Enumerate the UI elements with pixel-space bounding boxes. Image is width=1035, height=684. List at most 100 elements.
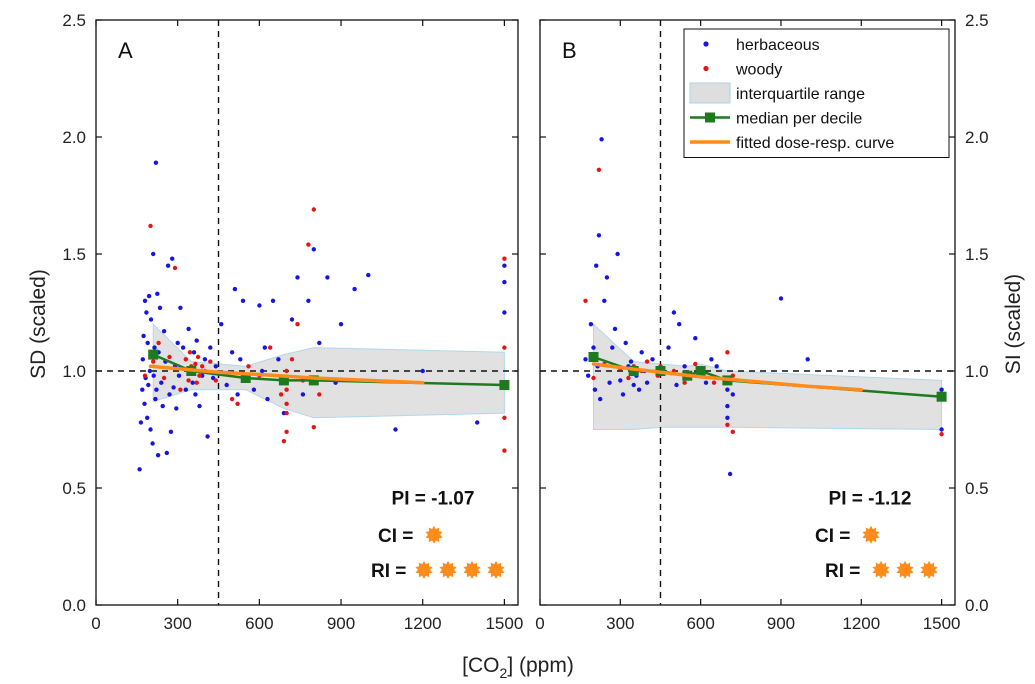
ri-star-icon	[896, 560, 914, 579]
herbaceous-point	[939, 387, 944, 392]
ri-star-icon	[463, 560, 481, 579]
x-tick-label: 900	[767, 614, 795, 633]
herbaceous-point	[677, 322, 682, 327]
legend-label: woody	[735, 62, 782, 79]
herbaceous-point	[140, 357, 145, 362]
herbaceous-point	[276, 357, 281, 362]
legend: herbaceous woody interquartile range median…	[683, 28, 950, 158]
herbaceous-point	[289, 317, 295, 322]
herbaceous-point	[599, 137, 604, 142]
herbaceous-point	[183, 387, 188, 392]
median-marker	[308, 375, 319, 386]
herbaceous-point	[682, 364, 687, 369]
woody-point	[197, 373, 202, 378]
woody-point	[235, 401, 240, 406]
woody-point	[278, 392, 284, 397]
median-marker	[148, 349, 159, 360]
median-marker	[628, 366, 639, 376]
herbaceous-point	[306, 298, 311, 303]
herbaceous-point	[167, 392, 172, 397]
herbaceous-point	[178, 305, 183, 310]
herbaceous-point	[161, 329, 167, 334]
herbaceous-point	[778, 296, 784, 301]
herbaceous-point	[150, 441, 155, 446]
legend-dot	[703, 65, 709, 72]
herbaceous-point	[147, 368, 153, 374]
woody-point	[306, 242, 311, 247]
pi-value-a: PI = -1.07	[392, 488, 475, 509]
herbaceous-point	[725, 403, 730, 409]
median-marker	[695, 366, 706, 376]
herbaceous-point	[153, 160, 159, 165]
woody-point	[281, 439, 287, 444]
woody-point	[213, 378, 218, 383]
woody-point	[284, 429, 289, 434]
woody-point	[284, 387, 289, 392]
woody-point	[167, 354, 172, 360]
herbaceous-point	[730, 392, 735, 397]
fit-curve-b	[591, 362, 864, 392]
herbaceous-point	[191, 350, 197, 355]
herbaceous-point	[703, 380, 709, 385]
x-tick-label: 600	[686, 614, 714, 633]
herbaceous-point	[153, 396, 158, 402]
ri-label-a: RI =	[371, 561, 406, 582]
median-marker	[240, 373, 251, 383]
y-tick-label: 0.5	[62, 479, 86, 498]
woody-point	[583, 298, 588, 303]
woody-point	[186, 378, 191, 383]
ci-label-b: CI =	[815, 526, 850, 547]
herbaceous-point	[190, 380, 195, 385]
legend-symbol	[703, 41, 709, 47]
herbaceous-point	[171, 385, 176, 390]
woody-point	[161, 375, 167, 381]
herbaceous-point	[142, 298, 148, 303]
herbaceous-point	[175, 340, 180, 346]
y-tick-label: 2.0	[965, 128, 989, 147]
woody-point	[193, 361, 198, 367]
herbaceous-point	[259, 368, 265, 374]
woody-point	[725, 350, 730, 355]
herbaceous-point	[251, 387, 257, 392]
legend-dot	[703, 41, 709, 47]
median-marker	[499, 380, 510, 390]
herbaceous-point	[238, 357, 243, 362]
herbaceous-point	[502, 279, 507, 285]
herbaceous-point	[194, 338, 199, 343]
herbaceous-point	[607, 380, 612, 385]
woody-point	[711, 380, 717, 385]
herbaceous-point	[165, 263, 171, 268]
woody-point	[725, 422, 730, 427]
legend-symbol	[689, 82, 731, 104]
herbaceous-point	[164, 450, 169, 456]
x-tick-label: 600	[245, 614, 273, 633]
herbaceous-point	[148, 427, 153, 432]
herbaceous-point	[257, 303, 262, 308]
herbaceous-point	[502, 263, 507, 268]
woody-point	[195, 354, 201, 360]
herbaceous-point	[140, 387, 145, 392]
x-axis-title-main: [CO	[462, 654, 499, 677]
herbaceous-point	[295, 275, 300, 280]
herbaceous-point	[615, 251, 620, 257]
woody-point	[311, 425, 316, 430]
herbaceous-point	[155, 291, 160, 296]
herbaceous-point	[300, 392, 306, 397]
woody-point	[268, 345, 273, 350]
y-tick-label: 0.5	[965, 479, 989, 498]
herbaceous-point	[141, 333, 146, 339]
woody-point	[200, 364, 205, 369]
panel-a: 0 300 600 900 1200 1500 0.0 0.5 1.0 1.5 2.0 2.5 A PI …	[62, 11, 523, 633]
herbaceous-point	[159, 380, 164, 385]
herbaceous-point	[592, 387, 598, 392]
x-tick-label: 300	[606, 614, 634, 633]
legend-symbol	[703, 65, 709, 72]
herbaceous-point	[725, 415, 730, 420]
herbaceous-point	[588, 322, 594, 327]
x-tick-label: 1200	[842, 614, 880, 633]
herbaceous-point	[618, 378, 623, 383]
herbaceous-point	[610, 345, 615, 350]
woody-point	[939, 432, 944, 437]
panel-letter-b: B	[562, 38, 577, 63]
pi-value-b: PI = -1.12	[829, 488, 912, 509]
